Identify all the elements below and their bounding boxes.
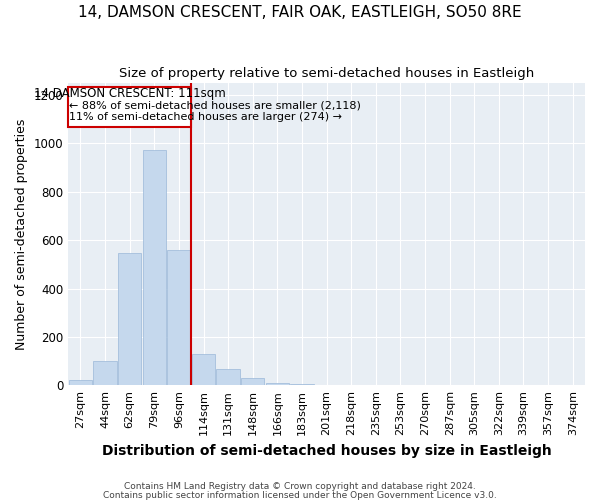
Y-axis label: Number of semi-detached properties: Number of semi-detached properties bbox=[15, 118, 28, 350]
Bar bbox=[69, 380, 92, 385]
FancyBboxPatch shape bbox=[68, 86, 191, 127]
Text: 14, DAMSON CRESCENT, FAIR OAK, EASTLEIGH, SO50 8RE: 14, DAMSON CRESCENT, FAIR OAK, EASTLEIGH… bbox=[78, 5, 522, 20]
X-axis label: Distribution of semi-detached houses by size in Eastleigh: Distribution of semi-detached houses by … bbox=[102, 444, 551, 458]
Text: 14 DAMSON CRESCENT: 111sqm: 14 DAMSON CRESCENT: 111sqm bbox=[34, 88, 226, 101]
Bar bbox=[290, 384, 314, 385]
Bar bbox=[266, 383, 289, 385]
Bar bbox=[241, 378, 265, 385]
Bar bbox=[143, 150, 166, 385]
Title: Size of property relative to semi-detached houses in Eastleigh: Size of property relative to semi-detach… bbox=[119, 68, 534, 80]
Bar bbox=[167, 250, 191, 385]
Bar bbox=[217, 370, 240, 385]
Text: ← 88% of semi-detached houses are smaller (2,118): ← 88% of semi-detached houses are smalle… bbox=[70, 100, 361, 110]
Bar bbox=[118, 254, 142, 385]
Text: 11% of semi-detached houses are larger (274) →: 11% of semi-detached houses are larger (… bbox=[70, 112, 343, 122]
Bar bbox=[192, 354, 215, 385]
Text: Contains public sector information licensed under the Open Government Licence v3: Contains public sector information licen… bbox=[103, 490, 497, 500]
Text: Contains HM Land Registry data © Crown copyright and database right 2024.: Contains HM Land Registry data © Crown c… bbox=[124, 482, 476, 491]
Bar bbox=[94, 361, 117, 385]
